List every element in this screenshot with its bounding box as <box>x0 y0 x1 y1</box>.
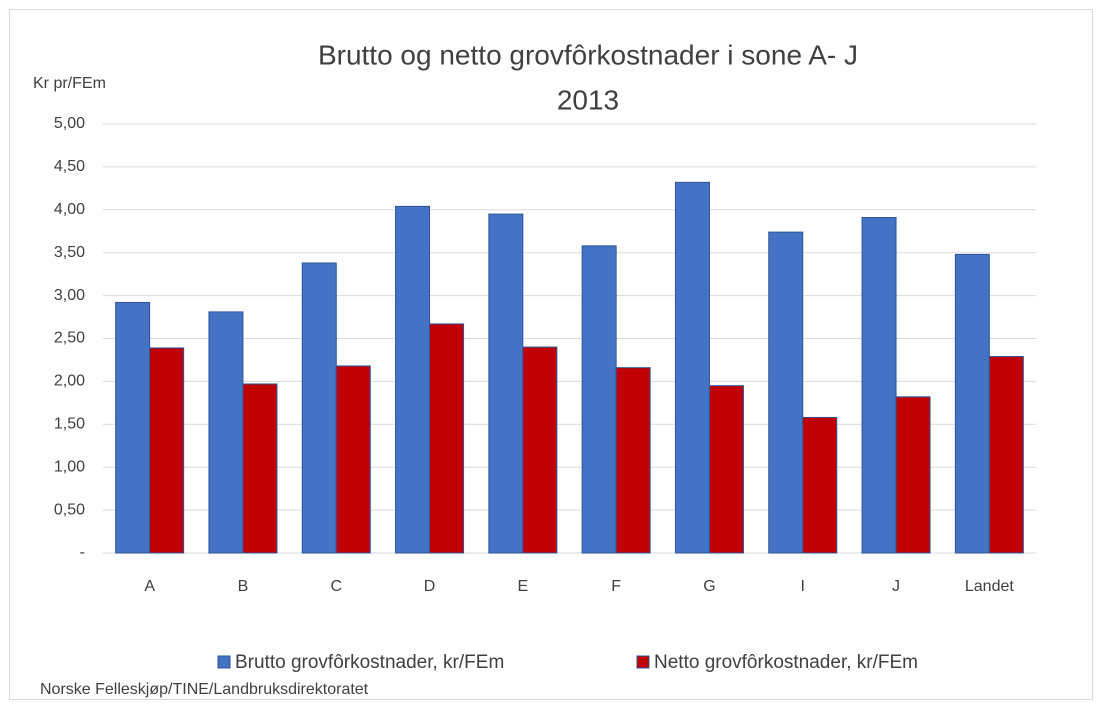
bar <box>429 323 465 554</box>
y-tick-label: 0,50 <box>54 501 85 518</box>
bar <box>861 217 897 554</box>
bar <box>208 311 244 554</box>
y-axis-label: Kr pr/FEm <box>33 75 106 92</box>
bar <box>802 416 838 554</box>
x-tick-label: D <box>424 578 436 595</box>
y-tick-label: 5,00 <box>54 115 85 132</box>
x-tick-label: B <box>238 578 249 595</box>
y-tick-label: 1,50 <box>54 416 85 433</box>
legend-label: Netto grovfôrkostnader, kr/FEm <box>654 652 918 673</box>
x-tick-label: A <box>144 578 155 595</box>
y-tick-label: 2,50 <box>54 330 85 347</box>
bar <box>895 396 931 554</box>
bar <box>115 301 151 554</box>
legend-label: Brutto grovfôrkostnader, kr/FEm <box>235 652 504 673</box>
y-tick-label: - <box>80 544 85 561</box>
bar <box>335 365 371 554</box>
legend-swatch <box>636 655 650 669</box>
bar <box>395 205 431 554</box>
bar <box>149 347 185 554</box>
legend-swatch <box>217 655 231 669</box>
chart-title: Brutto og netto grovfôrkostnader i sone … <box>318 39 858 70</box>
x-tick-label: J <box>892 578 900 595</box>
bar <box>954 253 990 554</box>
bar <box>988 356 1024 554</box>
bar <box>768 231 804 554</box>
x-tick-label: I <box>801 578 805 595</box>
y-tick-label: 4,50 <box>54 158 85 175</box>
bar <box>674 181 710 554</box>
chart-title: 2013 <box>557 84 619 115</box>
x-tick-label: F <box>611 578 621 595</box>
x-tick-label: C <box>330 578 342 595</box>
bar <box>242 383 278 554</box>
bar <box>522 346 558 554</box>
x-tick-label: G <box>703 578 715 595</box>
y-tick-label: 3,00 <box>54 287 85 304</box>
bar <box>581 245 617 554</box>
bar <box>488 213 524 554</box>
bar <box>615 367 651 554</box>
x-tick-label: Landet <box>965 578 1014 595</box>
source-note: Norske Felleskjøp/TINE/Landbruksdirektor… <box>40 681 369 698</box>
y-tick-label: 1,00 <box>54 458 85 475</box>
y-tick-label: 3,50 <box>54 244 85 261</box>
x-tick-label: E <box>518 578 529 595</box>
y-tick-label: 2,00 <box>54 373 85 390</box>
bar <box>301 262 337 554</box>
bar <box>708 385 744 554</box>
y-tick-label: 4,00 <box>54 201 85 218</box>
